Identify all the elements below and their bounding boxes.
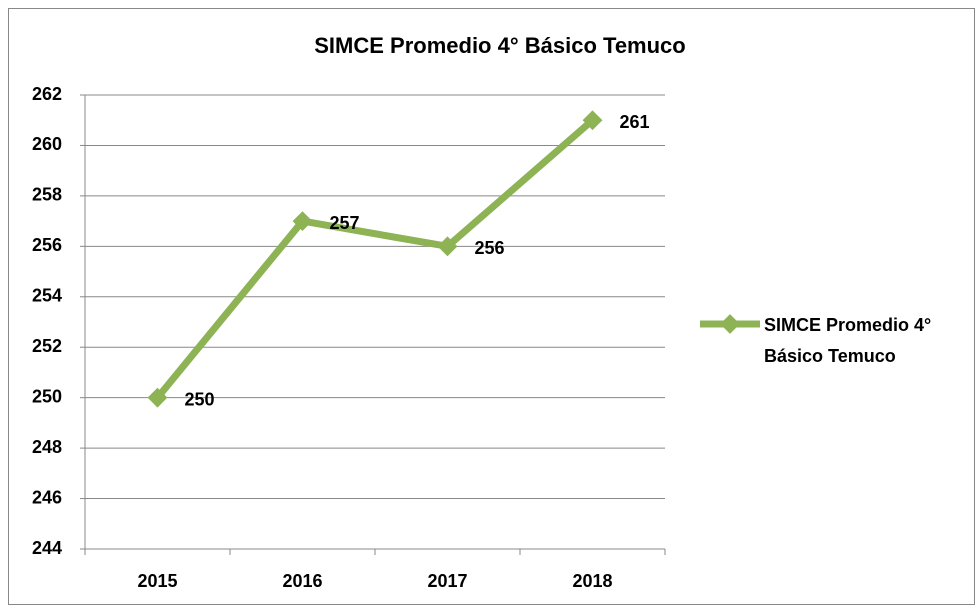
- y-tick-label: 256: [32, 235, 62, 255]
- y-tick-label: 252: [32, 336, 62, 356]
- chart-title: SIMCE Promedio 4° Básico Temuco: [314, 33, 685, 58]
- x-tick-label: 2017: [427, 571, 467, 591]
- y-tick-label: 250: [32, 386, 62, 406]
- legend-label: SIMCE Promedio 4° Básico Temuco: [764, 315, 932, 366]
- point-marker: [292, 211, 313, 232]
- x-tick-label: 2015: [137, 571, 177, 591]
- data-label: 261: [620, 112, 650, 132]
- y-tick-label: 258: [32, 185, 62, 205]
- x-tick-label: 2018: [572, 571, 612, 591]
- y-tick-label: 254: [32, 286, 62, 306]
- y-tick-label: 244: [32, 538, 62, 558]
- chart-border: [8, 8, 975, 605]
- y-tick-label: 260: [32, 134, 62, 154]
- point-marker: [147, 387, 168, 408]
- data-label: 256: [475, 238, 505, 258]
- x-tick-label: 2016: [282, 571, 322, 591]
- series-line: [154, 117, 595, 400]
- legend-marker: [720, 314, 740, 334]
- y-tick-label: 248: [32, 437, 62, 457]
- y-tick-label: 262: [32, 84, 62, 104]
- point-marker: [437, 236, 458, 257]
- y-tick-label: 246: [32, 487, 62, 507]
- data-label: 250: [185, 389, 215, 409]
- data-label: 257: [330, 213, 360, 233]
